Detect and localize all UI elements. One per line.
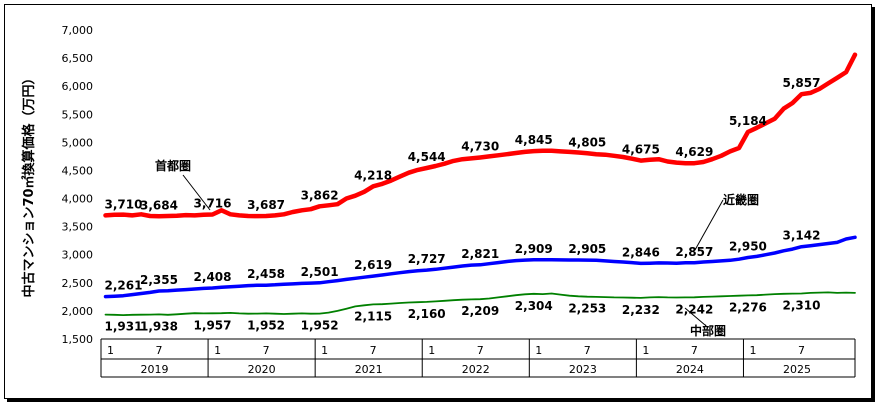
data-label: 2,950 xyxy=(729,240,767,254)
y-tick-label: 4,500 xyxy=(62,164,94,177)
series-name-leader xyxy=(182,174,211,211)
x-year-label: 2019 xyxy=(141,363,169,376)
data-label: 2,304 xyxy=(515,299,553,313)
series-line-2 xyxy=(103,235,857,299)
x-month-tick: 1 xyxy=(535,344,542,357)
series-name-label: 首都圏 xyxy=(155,158,191,173)
data-label: 3,687 xyxy=(247,198,285,212)
data-label: 2,355 xyxy=(140,273,178,287)
x-year-label: 2024 xyxy=(676,363,704,376)
x-month-tick: 7 xyxy=(370,344,377,357)
y-axis-title: 中古マンション70㎡換算価格（万円） xyxy=(21,71,37,297)
series-name-leader xyxy=(684,307,706,326)
x-month-tick: 1 xyxy=(749,344,756,357)
data-label: 2,727 xyxy=(408,252,446,266)
series-name-label: 中部圏 xyxy=(690,323,726,338)
data-label: 2,242 xyxy=(675,302,713,316)
data-label: 4,544 xyxy=(408,150,446,164)
y-tick-label: 1,500 xyxy=(62,333,94,346)
data-label: 2,115 xyxy=(354,309,392,323)
data-label: 1,952 xyxy=(301,319,339,333)
data-label: 2,310 xyxy=(782,298,820,312)
x-year-label: 2025 xyxy=(783,363,811,376)
data-label: 2,619 xyxy=(354,258,392,272)
x-year-label: 2021 xyxy=(355,363,383,376)
data-label: 1,931 xyxy=(104,320,142,334)
y-tick-label: 3,000 xyxy=(62,249,94,262)
y-tick-label: 6,000 xyxy=(62,80,94,93)
x-month-tick: 7 xyxy=(691,344,698,357)
data-label: 3,684 xyxy=(140,198,178,212)
data-label: 2,857 xyxy=(675,245,713,259)
data-label: 2,501 xyxy=(301,265,339,279)
series-name-leader xyxy=(694,199,724,251)
data-label: 2,408 xyxy=(194,270,232,284)
chart-svg: 中古マンション70㎡換算価格（万円） 1,500 2,000 2,500 3,000 3… xyxy=(21,24,858,378)
data-label: 2,160 xyxy=(408,307,446,321)
data-label: 2,458 xyxy=(247,267,285,281)
data-label: 2,846 xyxy=(622,245,660,259)
x-month-tick: 1 xyxy=(321,344,328,357)
x-month-tick: 7 xyxy=(584,344,591,357)
data-label: 3,862 xyxy=(301,188,339,202)
x-year-label: 2022 xyxy=(462,363,490,376)
data-label: 5,857 xyxy=(782,76,820,90)
data-label: 4,629 xyxy=(675,145,713,159)
data-label: 2,905 xyxy=(568,242,606,256)
x-month-tick: 1 xyxy=(107,344,114,357)
x-year-label: 2020 xyxy=(248,363,276,376)
y-tick-label: 2,000 xyxy=(62,305,94,318)
chart-frame: 中古マンション70㎡換算価格（万円） 1,500 2,000 2,500 3,000 3… xyxy=(4,4,872,399)
data-label: 3,710 xyxy=(104,197,142,211)
data-label: 3,142 xyxy=(782,229,820,243)
data-label: 1,957 xyxy=(194,318,232,332)
data-label: 5,184 xyxy=(729,114,767,128)
series-line-3 xyxy=(104,291,856,316)
data-label: 2,276 xyxy=(729,300,767,314)
x-month-tick: 7 xyxy=(263,344,270,357)
y-axis-label: 中古マンション70㎡換算価格（万円） xyxy=(21,71,37,297)
data-label: 1,938 xyxy=(140,319,178,333)
data-label: 4,675 xyxy=(622,143,660,157)
data-label: 2,253 xyxy=(568,302,606,316)
y-tick-label: 5,500 xyxy=(62,108,94,121)
data-label: 4,218 xyxy=(354,168,392,182)
y-tick-label: 2,500 xyxy=(62,277,94,290)
data-label: 4,845 xyxy=(515,133,553,147)
data-label: 2,909 xyxy=(515,242,553,256)
x-month-tick: 7 xyxy=(798,344,805,357)
y-tick-label: 4,000 xyxy=(62,193,94,206)
x-month-tick: 7 xyxy=(156,344,163,357)
data-label: 2,821 xyxy=(461,247,499,261)
y-tick-label: 5,000 xyxy=(62,136,94,149)
data-label: 2,261 xyxy=(104,279,142,293)
y-tick-label: 3,500 xyxy=(62,221,94,234)
data-label: 4,805 xyxy=(568,135,606,149)
x-month-tick: 1 xyxy=(642,344,649,357)
y-tick-label: 6,500 xyxy=(62,52,94,65)
data-label: 4,730 xyxy=(461,140,499,154)
series-line-1 xyxy=(103,52,858,219)
series-name-label: 近畿圏 xyxy=(723,192,759,207)
data-label: 2,209 xyxy=(461,304,499,318)
data-label: 3,716 xyxy=(194,197,232,211)
x-month-tick: 1 xyxy=(428,344,435,357)
data-label: 1,952 xyxy=(247,318,285,332)
x-month-tick: 1 xyxy=(214,344,221,357)
x-month-tick: 7 xyxy=(477,344,484,357)
x-year-label: 2023 xyxy=(569,363,597,376)
data-label: 2,232 xyxy=(622,303,660,317)
y-tick-label: 7,000 xyxy=(62,24,94,37)
